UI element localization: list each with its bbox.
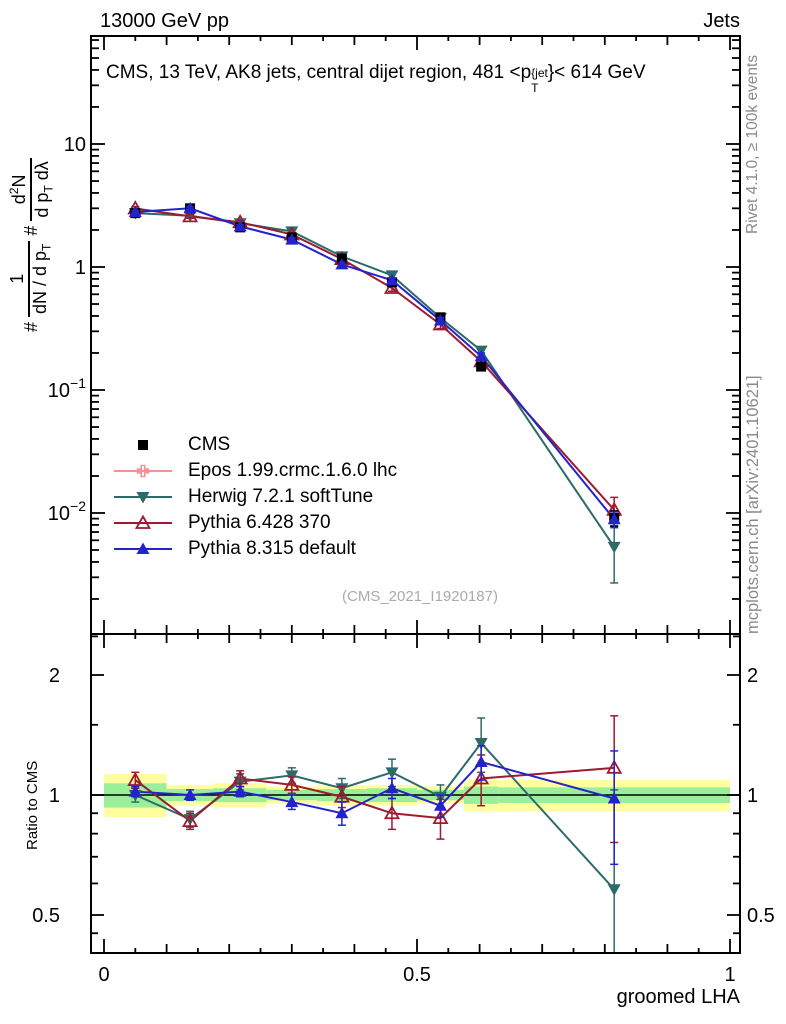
data-point-triangle-up: [134, 514, 152, 529]
main-panel-series: [127, 200, 623, 584]
mcplots-arxiv-note: mcplots.cern.ch [arXiv:2401.10621]: [744, 375, 762, 634]
legend-marker-icon: [138, 440, 148, 450]
tick-label: 10−1: [48, 375, 86, 402]
ylabel-fraction-2: d2N d pT dλ: [4, 158, 60, 221]
data-point-triangle-up: [183, 788, 197, 800]
tick-label: 0: [98, 964, 109, 986]
data-point-triangle-up: [385, 781, 399, 794]
ratio-panel-frame: [90, 633, 741, 954]
main-y-axis-label: # 1 dN / d pT # d2N d pT dλ: [4, 36, 300, 332]
data-point-triangle-down: [136, 492, 150, 504]
legend-row: Herwig 7.2.1 softTune: [112, 484, 397, 510]
series-herwig: [128, 717, 621, 953]
tick-label: 2: [747, 665, 758, 687]
legend-label: Herwig 7.2.1 softTune: [188, 486, 374, 507]
data-point-triangle-up: [183, 201, 197, 214]
legend-marker-icon: [114, 542, 172, 554]
series-line: [134, 741, 615, 890]
x-axis-title: groomed LHA: [616, 986, 740, 1008]
ratio-y-axis-label: Ratio to CMS: [24, 760, 41, 850]
series-pythia: [128, 744, 621, 866]
data-point-triangle-up: [285, 233, 299, 245]
data-point-square: [476, 361, 487, 372]
legend-row: Epos 1.99.crmc.1.6.0 lhc: [112, 458, 397, 484]
analysis-watermark: (CMS_2021_I1920187): [342, 588, 498, 605]
data-point-triangle-down: [285, 770, 299, 782]
data-point-triangle-up: [182, 812, 199, 828]
plot-title: CMS, 13 TeV, AK8 jets, central dijet reg…: [106, 62, 646, 95]
data-point-triangle-up: [383, 804, 401, 820]
legend-marker-icon: [114, 464, 172, 478]
tick-label: 1: [75, 257, 86, 279]
legend: CMS Epos 1.99.crmc.1.6.0 lhc Herwig 7.2.1 …: [112, 432, 397, 562]
tick-label: 10: [64, 134, 86, 156]
tick-label: 2: [49, 665, 60, 687]
data-point-triangle-up: [607, 791, 621, 804]
data-point-triangle-up: [474, 349, 488, 362]
data-point-triangle-up: [335, 806, 349, 819]
data-point-triangle-up: [433, 799, 447, 811]
data-point-triangle-down: [607, 541, 621, 554]
data-point-triangle-up: [232, 770, 249, 785]
data-point-triangle-up: [233, 219, 247, 232]
data-point-triangle-up: [283, 776, 300, 791]
data-point-open-cross: [136, 464, 150, 478]
tick-label: 0.5: [32, 905, 60, 927]
tick-label: 0.5: [747, 905, 775, 927]
header-process: Jets: [703, 10, 740, 32]
data-point-triangle-down: [385, 767, 399, 779]
ylabel-fraction-1: 1 dN / d pT: [6, 240, 58, 317]
data-point-triangle-up: [136, 542, 150, 554]
data-point-triangle-up: [335, 257, 349, 270]
tick-label: 1: [724, 964, 735, 986]
data-point-triangle-up: [128, 785, 142, 797]
data-point-triangle-down: [474, 738, 488, 750]
data-point-triangle-up: [233, 785, 247, 797]
axis-ticks: [91, 36, 740, 953]
tick-label: 1: [49, 785, 60, 807]
data-point-triangle-up: [433, 314, 447, 326]
data-point-triangle-up: [607, 512, 621, 525]
header-beam-energy: 13000 GeV pp: [100, 10, 229, 32]
legend-marker-icon: [114, 492, 172, 504]
data-point-triangle-up: [285, 795, 299, 808]
legend-row: Pythia 6.428 370: [112, 510, 397, 536]
legend-label: Pythia 6.428 370: [188, 512, 331, 533]
ratio-panel-series: [127, 715, 623, 953]
tick-label: 0.5: [403, 964, 431, 986]
axis-tick-labels: 10 1 10−1 10−2 2 2 1 1 0.5 0.5 0 0.5 1: [32, 134, 775, 986]
legend-label: CMS: [188, 434, 231, 455]
data-point-triangle-up: [473, 770, 490, 785]
data-point-triangle-up: [385, 273, 399, 286]
plot-title-text: CMS, 13 TeV, AK8 jets, central dijet reg…: [106, 62, 521, 83]
data-point-triangle-up: [182, 208, 199, 223]
data-point-triangle-down: [607, 884, 621, 896]
data-point-triangle-up: [474, 755, 488, 767]
legend-row: Pythia 8.315 default: [112, 536, 397, 562]
data-point-triangle-up: [128, 205, 142, 217]
tick-label: 10−2: [48, 498, 86, 525]
pt-jet-supsub: {jet T: [531, 66, 548, 95]
legend-marker-icon: [114, 514, 172, 529]
tick-label: 1: [747, 785, 758, 807]
legend-row: CMS: [112, 432, 397, 458]
rivet-version-note: Rivet 4.1.0, ≥ 100k events: [744, 54, 761, 234]
legend-label: Epos 1.99.crmc.1.6.0 lhc: [188, 460, 398, 481]
legend-label: Pythia 8.315 default: [188, 538, 356, 559]
series-pythia: [128, 201, 621, 529]
data-point-square: [138, 440, 148, 450]
